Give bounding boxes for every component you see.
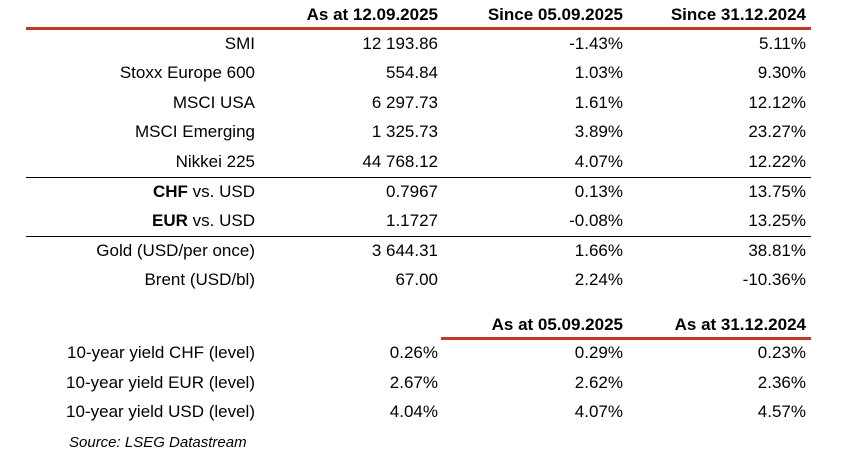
row-ytd-brent: -10.36% <box>742 270 806 289</box>
yield-year-eur: 2.36% <box>757 373 806 392</box>
row-value-brent: 67.00 <box>395 270 438 289</box>
header-col-as-at: As at 12.09.2025 <box>306 5 438 24</box>
row-value-smi: 12 193.86 <box>362 34 438 53</box>
row-ytd-smi: 5.11% <box>759 34 806 53</box>
yield-value-eur: 2.67% <box>389 373 438 392</box>
currency-code-chf: CHF <box>152 182 188 201</box>
row-ytd-gold: 38.81% <box>748 241 806 260</box>
row-value-eur: 1.1727 <box>386 211 438 230</box>
row-value-stoxx: 554.84 <box>386 63 438 82</box>
yields-header-year: As at 31.12.2024 <box>674 315 806 334</box>
row-week-smi: -1.43% <box>569 34 623 53</box>
header-col-since-year: Since 31.12.2024 <box>670 5 806 24</box>
row-label-gold: Gold (USD/per once) <box>96 241 255 260</box>
row-value-msci-usa: 6 297.73 <box>371 93 438 112</box>
row-week-stoxx: 1.03% <box>574 63 623 82</box>
row-week-eur: -0.08% <box>569 211 623 230</box>
yield-label-usd: 10-year yield USD (level) <box>66 402 255 421</box>
yields-header-week: As at 05.09.2025 <box>491 315 623 334</box>
yield-week-chf: 0.29% <box>574 343 623 362</box>
row-label-eur: EUR vs. USD <box>152 211 255 231</box>
row-ytd-stoxx: 9.30% <box>757 63 806 82</box>
row-week-brent: 2.24% <box>574 270 623 289</box>
row-ytd-eur: 13.25% <box>748 211 806 230</box>
header-col-since-week: Since 05.09.2025 <box>487 5 623 24</box>
section-divider-commodities <box>26 236 811 237</box>
yield-year-chf: 0.23% <box>757 343 806 362</box>
section-divider-currencies <box>26 177 811 178</box>
currency-suffix-chf: vs. USD <box>187 182 255 201</box>
row-label-msci-emerging: MSCI Emerging <box>135 122 255 141</box>
row-value-nikkei: 44 768.12 <box>362 152 438 171</box>
row-label-smi: SMI <box>224 34 255 53</box>
yield-week-eur: 2.62% <box>574 373 623 392</box>
currency-code-eur: EUR <box>152 211 188 230</box>
row-ytd-msci-emerging: 23.27% <box>748 122 806 141</box>
yield-label-chf: 10-year yield CHF (level) <box>67 343 255 362</box>
row-label-brent: Brent (USD/bl) <box>144 270 255 289</box>
row-week-msci-emerging: 3.89% <box>574 122 623 141</box>
row-label-msci-usa: MSCI USA <box>172 93 255 112</box>
row-ytd-msci-usa: 12.12% <box>748 93 806 112</box>
header-red-rule <box>26 27 811 30</box>
yield-week-usd: 4.07% <box>574 402 623 421</box>
yield-label-eur: 10-year yield EUR (level) <box>66 373 255 392</box>
row-ytd-nikkei: 12.22% <box>748 152 806 171</box>
row-week-chf: 0.13% <box>574 182 623 201</box>
row-label-stoxx: Stoxx Europe 600 <box>119 63 255 82</box>
source-note: Source: LSEG Datastream <box>69 434 247 451</box>
yields-header-red-rule <box>441 337 811 340</box>
row-label-chf: CHF vs. USD <box>153 182 255 202</box>
row-week-gold: 1.66% <box>574 241 623 260</box>
row-value-msci-emerging: 1 325.73 <box>371 122 438 141</box>
row-label-nikkei: Nikkei 225 <box>175 152 255 171</box>
row-week-msci-usa: 1.61% <box>574 93 623 112</box>
row-ytd-chf: 13.75% <box>748 182 806 201</box>
yield-value-chf: 0.26% <box>389 343 438 362</box>
row-value-chf: 0.7967 <box>386 182 438 201</box>
currency-suffix-eur: vs. USD <box>187 211 255 230</box>
row-value-gold: 3 644.31 <box>371 241 438 260</box>
yield-year-usd: 4.57% <box>757 402 806 421</box>
row-week-nikkei: 4.07% <box>574 152 623 171</box>
yield-value-usd: 4.04% <box>389 402 438 421</box>
